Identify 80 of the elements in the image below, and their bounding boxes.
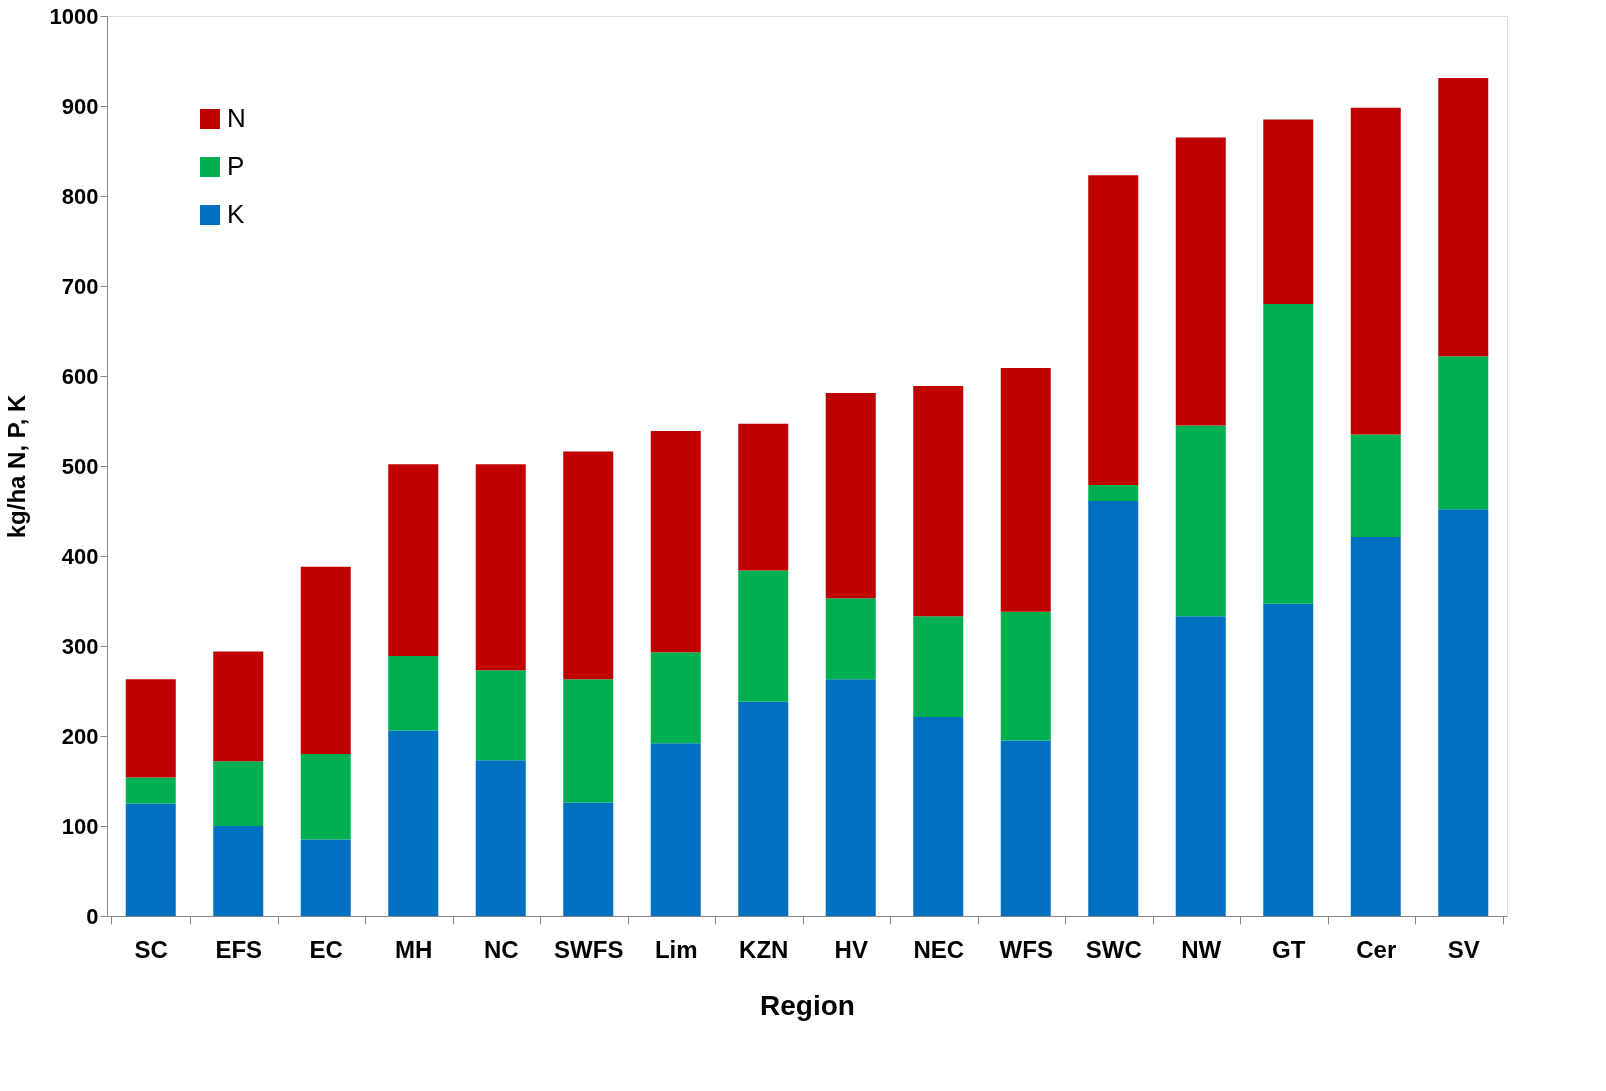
bar	[913, 616, 964, 718]
bar	[563, 802, 614, 916]
bar	[913, 385, 964, 617]
x-axis-title: Region	[760, 989, 855, 1021]
x-tick-label: NEC	[913, 935, 965, 963]
x-tick-label: WFS	[999, 935, 1053, 963]
bar	[1000, 611, 1051, 741]
bar	[563, 451, 614, 680]
bar	[1438, 78, 1489, 357]
bar	[1088, 484, 1139, 502]
bar	[1438, 509, 1489, 916]
x-tick-label: KZN	[739, 935, 789, 963]
bar	[825, 393, 876, 599]
bar	[1175, 425, 1226, 617]
x-tick-label: MH	[395, 935, 433, 963]
bar	[1175, 137, 1226, 426]
bar	[1350, 107, 1401, 435]
bar	[300, 754, 351, 840]
bar	[125, 803, 176, 916]
y-tick-label: 200	[61, 723, 99, 749]
y-tick-label: 1000	[49, 3, 99, 29]
bar	[650, 743, 701, 916]
bar	[825, 679, 876, 916]
bar	[125, 679, 176, 778]
x-tick-label: SC	[134, 935, 168, 963]
x-tick-label: EC	[309, 935, 343, 963]
y-tick-label: 0	[86, 903, 99, 929]
bar	[388, 730, 439, 916]
x-tick-label: NW	[1181, 935, 1222, 963]
bar	[738, 570, 789, 702]
bar	[1263, 304, 1314, 604]
x-tick-label: NC	[483, 935, 519, 963]
bar	[1438, 356, 1489, 510]
x-tick-label: SWFS	[554, 935, 624, 963]
bar	[563, 679, 614, 803]
bar	[213, 651, 264, 762]
bar	[650, 430, 701, 653]
bar	[1263, 119, 1314, 304]
x-tick-label: Cer	[1356, 935, 1397, 963]
bar	[1000, 740, 1051, 916]
bar	[1350, 434, 1401, 538]
bar	[1350, 537, 1401, 916]
bar	[650, 652, 701, 744]
bar	[388, 464, 439, 656]
x-tick-label: Lim	[654, 935, 698, 963]
x-tick-label: SWC	[1085, 935, 1142, 963]
x-tick-label: HV	[834, 935, 868, 963]
bar	[300, 839, 351, 916]
legend-label: P	[227, 151, 245, 181]
bar	[1263, 603, 1314, 916]
bar	[1088, 175, 1139, 485]
bar	[388, 655, 439, 731]
bar	[475, 464, 526, 671]
bar	[1175, 616, 1226, 916]
legend-label: N	[227, 103, 246, 133]
legend-label: K	[227, 199, 245, 229]
x-tick-label: SV	[1447, 935, 1480, 963]
bar	[475, 670, 526, 761]
bar	[1000, 367, 1051, 612]
bar	[1088, 501, 1139, 916]
y-tick-label: 700	[61, 273, 99, 299]
y-axis-title: kg/ha N, P, K	[2, 394, 30, 539]
bar	[213, 761, 264, 826]
bar	[913, 717, 964, 916]
bar	[475, 760, 526, 916]
bar	[300, 566, 351, 754]
y-tick-label: 900	[61, 93, 99, 119]
bar	[738, 701, 789, 916]
y-tick-label: 500	[61, 453, 99, 479]
x-tick-label: EFS	[215, 935, 263, 963]
x-tick-label: GT	[1272, 935, 1306, 963]
bar	[738, 423, 789, 571]
bar	[213, 826, 264, 916]
y-tick-label: 400	[61, 543, 99, 569]
y-tick-label: 100	[61, 813, 99, 839]
y-tick-label: 600	[61, 363, 99, 389]
y-tick-label: 300	[61, 633, 99, 659]
bar	[825, 598, 876, 680]
y-tick-label: 800	[61, 183, 99, 209]
bar	[125, 777, 176, 804]
